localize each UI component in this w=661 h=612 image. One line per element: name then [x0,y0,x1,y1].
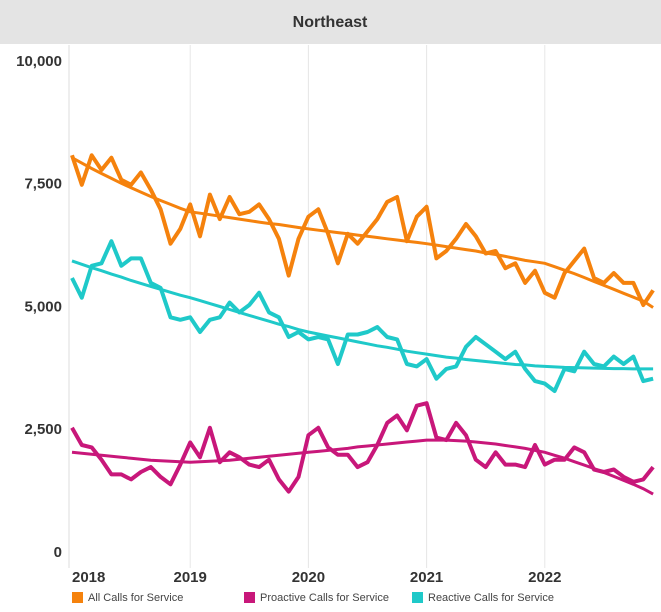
y-tick-label: 10,000 [16,53,62,70]
legend-label: Reactive Calls for Service [428,592,554,604]
x-tick-label: 2020 [292,569,325,586]
y-tick-label: 0 [54,544,62,561]
x-tick-label: 2018 [72,569,105,586]
x-tick-label: 2019 [174,569,207,586]
legend-swatch [72,592,83,603]
trend-line [71,156,654,309]
y-tick-label: 2,500 [24,421,62,438]
chart-title: Northeast [293,14,368,31]
series-line [70,401,655,494]
y-tick-label: 7,500 [24,176,62,193]
legend-label: All Calls for Service [88,592,183,604]
series-line [70,153,655,307]
y-tick-label: 5,000 [24,298,62,315]
x-tick-label: 2021 [410,569,443,586]
series-line [70,239,654,393]
x-tick-label: 2022 [528,569,561,586]
header-bar [0,0,661,44]
trend-line [71,259,654,371]
trend-line [71,438,654,496]
legend-label: Proactive Calls for Service [260,592,389,604]
legend-swatch [244,592,255,603]
legend-swatch [412,592,423,603]
